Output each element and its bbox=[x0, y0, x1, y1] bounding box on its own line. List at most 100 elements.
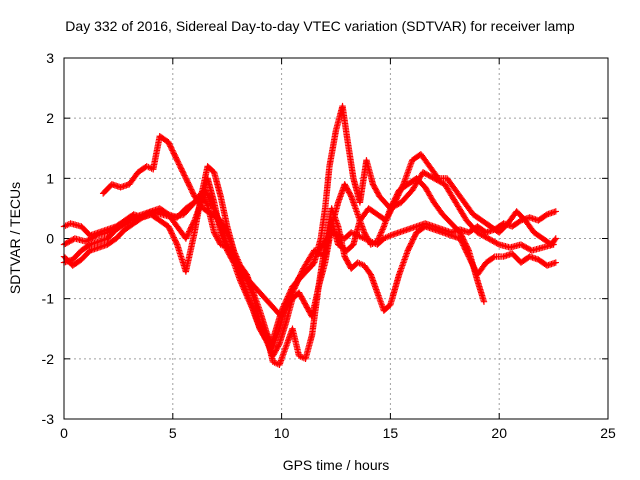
data-point bbox=[209, 202, 216, 210]
y-tick-label: -1 bbox=[42, 291, 55, 307]
data-point bbox=[411, 233, 418, 240]
data-point bbox=[396, 188, 404, 195]
data-point bbox=[169, 231, 176, 238]
data-point bbox=[407, 240, 415, 247]
data-point bbox=[286, 295, 294, 302]
data-point bbox=[206, 197, 214, 204]
data-point bbox=[463, 249, 470, 256]
data-point bbox=[468, 260, 476, 267]
data-point bbox=[220, 224, 228, 231]
data-point bbox=[466, 254, 473, 262]
data-point bbox=[186, 183, 194, 190]
data-point bbox=[172, 238, 180, 245]
data-point bbox=[392, 197, 399, 205]
data-point bbox=[299, 266, 306, 274]
data-point bbox=[552, 235, 559, 242]
data-point bbox=[406, 243, 414, 250]
data-point bbox=[282, 305, 289, 312]
data-point bbox=[374, 238, 381, 245]
data-point bbox=[382, 217, 390, 224]
data-point bbox=[222, 226, 229, 234]
data-point bbox=[180, 170, 188, 178]
data-point bbox=[169, 232, 177, 240]
data-point bbox=[275, 341, 282, 349]
x-axis-label: GPS time / hours bbox=[282, 457, 390, 473]
data-point bbox=[165, 140, 173, 147]
data-point bbox=[408, 239, 416, 246]
data-point bbox=[221, 225, 228, 232]
data-point bbox=[206, 195, 213, 203]
data-point bbox=[222, 228, 230, 235]
data-point bbox=[395, 190, 402, 198]
data-point bbox=[169, 147, 176, 154]
data-point bbox=[188, 186, 195, 193]
data-point bbox=[168, 145, 175, 153]
data-point bbox=[178, 166, 186, 174]
data-point bbox=[391, 199, 398, 206]
x-tick-label: 15 bbox=[383, 425, 399, 441]
data-point bbox=[183, 232, 191, 239]
data-point bbox=[175, 159, 182, 167]
data-point bbox=[411, 232, 419, 239]
data-point bbox=[285, 297, 292, 305]
data-point bbox=[462, 247, 470, 255]
data-point bbox=[289, 288, 297, 295]
data-point bbox=[456, 229, 464, 236]
data-point bbox=[384, 213, 392, 220]
data-point bbox=[186, 228, 193, 235]
x-tick-label: 0 bbox=[60, 425, 68, 441]
data-point bbox=[386, 208, 394, 216]
data-point bbox=[177, 164, 184, 171]
data-point bbox=[384, 214, 391, 221]
data-point bbox=[186, 182, 193, 189]
data-point bbox=[220, 222, 227, 230]
data-point bbox=[224, 231, 231, 238]
data-point bbox=[552, 208, 559, 215]
data-point bbox=[388, 204, 396, 212]
data-point bbox=[218, 220, 226, 227]
data-point bbox=[167, 228, 175, 236]
data-point bbox=[397, 186, 404, 194]
data-point bbox=[366, 270, 374, 277]
data-point bbox=[468, 258, 475, 266]
data-point bbox=[188, 187, 196, 195]
y-tick-label: -2 bbox=[42, 351, 55, 367]
data-point bbox=[295, 275, 303, 282]
data-point bbox=[183, 177, 191, 185]
data-point bbox=[186, 226, 194, 234]
data-point bbox=[183, 233, 190, 241]
data-point bbox=[211, 206, 218, 214]
data-point bbox=[189, 189, 196, 196]
data-point bbox=[456, 235, 464, 242]
data-point bbox=[207, 198, 214, 205]
data-point bbox=[404, 247, 412, 254]
data-point bbox=[208, 199, 215, 207]
data-point bbox=[168, 230, 175, 237]
data-point bbox=[374, 236, 382, 244]
data-point bbox=[187, 184, 194, 192]
data-point bbox=[281, 306, 288, 313]
data-point bbox=[552, 259, 559, 266]
data-point bbox=[184, 231, 192, 238]
y-tick-label: 3 bbox=[46, 50, 54, 66]
data-point bbox=[298, 269, 305, 277]
data-point bbox=[390, 200, 398, 207]
data-point bbox=[409, 236, 417, 243]
data-point bbox=[181, 173, 189, 181]
data-point bbox=[217, 217, 224, 224]
data-point bbox=[392, 196, 400, 203]
data-point bbox=[219, 221, 226, 228]
data-point bbox=[284, 299, 292, 306]
data-point bbox=[409, 237, 416, 245]
data-point bbox=[347, 191, 354, 199]
x-tick-label: 20 bbox=[491, 425, 507, 441]
data-point bbox=[398, 183, 406, 191]
data-point bbox=[218, 218, 225, 226]
data-point bbox=[291, 285, 298, 292]
data-point bbox=[171, 151, 178, 158]
data-point bbox=[176, 162, 184, 170]
data-point bbox=[466, 256, 474, 263]
data-point bbox=[173, 157, 181, 164]
y-tick-label: 1 bbox=[46, 170, 54, 186]
data-point bbox=[171, 237, 179, 244]
